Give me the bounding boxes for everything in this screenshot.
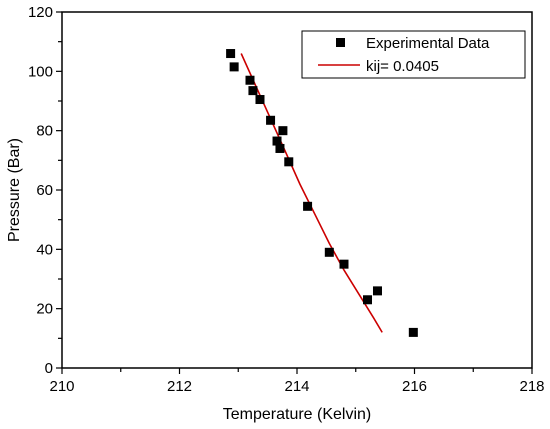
- x-tick-label: 210: [49, 378, 74, 395]
- y-tick-label: 40: [36, 241, 53, 258]
- x-tick-label: 216: [402, 378, 427, 395]
- data-point: [278, 126, 288, 136]
- experimental-data-series: [226, 49, 418, 337]
- data-point: [248, 86, 258, 96]
- data-point: [266, 115, 276, 125]
- legend-label-fit: kij= 0.0405: [366, 58, 439, 75]
- data-point: [272, 136, 282, 146]
- x-tick-label: 214: [284, 378, 309, 395]
- data-point: [324, 247, 334, 257]
- y-axis: 0 20 40 60 80 100 120: [28, 4, 62, 377]
- data-point: [363, 295, 372, 305]
- data-point: [284, 157, 294, 167]
- y-tick-label: 0: [45, 360, 53, 377]
- data-point: [255, 95, 265, 105]
- data-point: [372, 286, 382, 296]
- data-point: [339, 259, 349, 269]
- data-point: [275, 143, 285, 153]
- y-tick-label: 60: [36, 182, 53, 199]
- y-tick-label: 100: [28, 63, 53, 80]
- legend-label-experimental: Experimental Data: [366, 35, 490, 52]
- legend: Experimental Data kij= 0.0405: [301, 30, 526, 79]
- data-point: [229, 62, 239, 72]
- data-point: [303, 201, 313, 211]
- data-point: [245, 75, 255, 85]
- y-tick-label: 20: [36, 301, 53, 318]
- x-axis-title: Temperature (Kelvin): [223, 406, 372, 423]
- y-tick-label: 120: [28, 4, 53, 21]
- x-tick-label: 218: [519, 378, 544, 395]
- x-tick-label: 212: [167, 378, 192, 395]
- data-point: [408, 327, 418, 337]
- y-tick-label: 80: [36, 123, 53, 140]
- data-point: [226, 49, 236, 59]
- legend-marker-experimental: [336, 38, 345, 47]
- y-axis-title: Pressure (Bar): [6, 138, 23, 242]
- x-axis: 210 212 214 216 218: [49, 368, 545, 395]
